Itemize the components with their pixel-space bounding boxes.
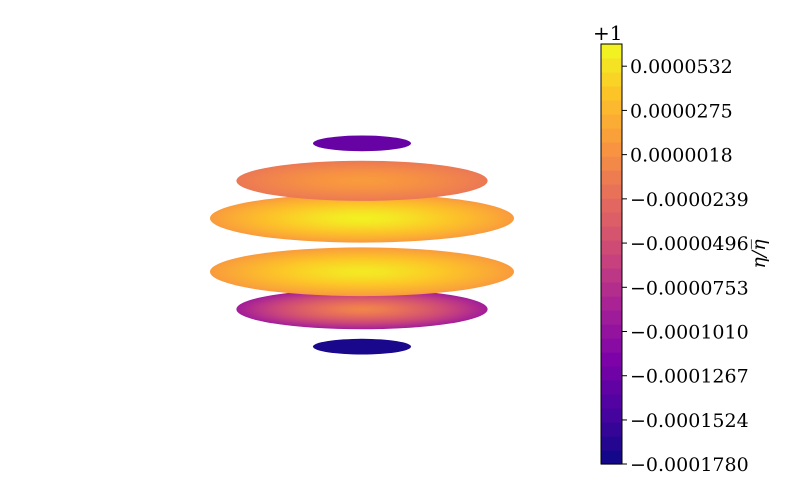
colorbar-band [601, 128, 622, 143]
sphere-slice [236, 289, 488, 330]
colorbar-band [601, 198, 622, 213]
colorbar-tick-label: −0.0000239 [630, 189, 749, 211]
colorbar-band [601, 240, 622, 255]
colorbar-band [601, 72, 622, 87]
sphere-slice [236, 160, 488, 201]
colorbar-tick-label: 0.0000018 [630, 145, 733, 167]
colorbar-band [601, 268, 622, 283]
colorbar-band [601, 100, 622, 115]
colorbar-band [601, 254, 622, 269]
colorbar-band [601, 212, 622, 227]
colorbar-tick-label: −0.0000753 [630, 277, 749, 299]
colorbar-tick-label: −0.0001010 [630, 322, 749, 344]
colorbar-band [601, 380, 622, 395]
colorbar-tick-label: −0.0001780 [630, 454, 749, 476]
colorbar-band [601, 86, 622, 101]
colorbar-band [601, 366, 622, 381]
colorbar-band [601, 142, 622, 157]
colorbar: 0.0000532 0.0000275 0.0000018 −0.0000239 −0.… [593, 21, 770, 476]
colorbar-frame [600, 43, 623, 465]
colorbar-tick-label: −0.0001524 [630, 410, 749, 432]
colorbar-band [601, 156, 622, 171]
sphere-slices [209, 135, 515, 355]
colorbar-tick-label: 0.0000532 [630, 56, 733, 78]
colorbar-band [601, 450, 622, 465]
colorbar-band [601, 44, 622, 59]
colorbar-tick-label: −0.0000496 [630, 233, 749, 255]
colorbar-band [601, 310, 622, 325]
colorbar-band [601, 408, 622, 423]
colorbar-band [601, 170, 622, 185]
colorbar-offset-text: +1 [593, 21, 622, 45]
colorbar-ticks: 0.0000532 0.0000275 0.0000018 −0.0000239 −0.… [622, 56, 749, 476]
colorbar-band [601, 226, 622, 241]
colorbar-band [601, 394, 622, 409]
colorbar-band [601, 184, 622, 199]
sphere-slice [312, 338, 412, 355]
colorbar-bands [601, 44, 622, 465]
colorbar-band [601, 282, 622, 297]
sphere-slice [209, 247, 515, 297]
colorbar-band [601, 114, 622, 129]
colorbar-tick-label: −0.0001267 [630, 366, 749, 388]
colorbar-band [601, 352, 622, 367]
colorbar-label: η/η̅ [748, 239, 770, 269]
colorbar-band [601, 422, 622, 437]
colorbar-band [601, 58, 622, 73]
colorbar-band [601, 296, 622, 311]
colorbar-band [601, 436, 622, 451]
colorbar-band [601, 338, 622, 353]
sphere-slice [209, 193, 515, 243]
sphere-slice [312, 135, 412, 152]
colorbar-tick-label: 0.0000275 [630, 100, 733, 122]
colorbar-band [601, 324, 622, 339]
